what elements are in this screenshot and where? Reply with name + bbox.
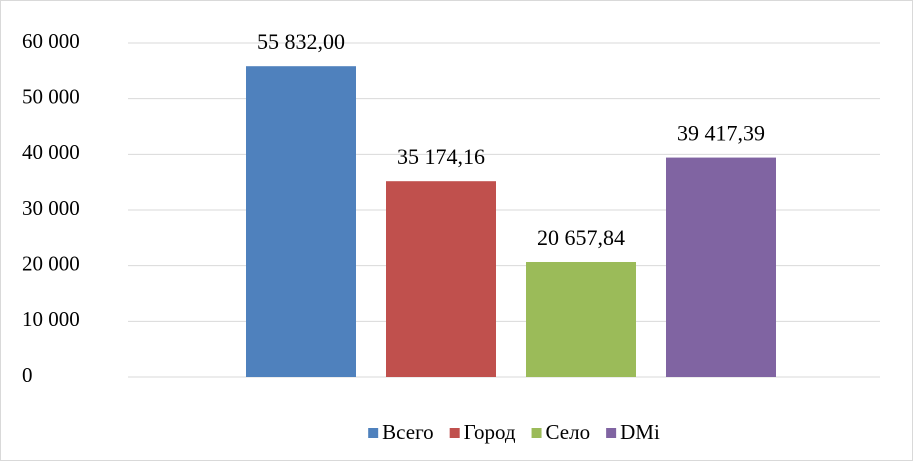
y-tick-label: 60 000 — [22, 29, 80, 53]
value-label: 35 174,16 — [397, 144, 485, 169]
y-tick-label: 40 000 — [22, 140, 80, 164]
y-tick-label: 20 000 — [22, 251, 80, 275]
legend-label: Село — [546, 420, 591, 444]
y-tick-label: 30 000 — [22, 196, 80, 220]
bar — [666, 157, 776, 377]
legend-swatch — [606, 428, 617, 438]
legend-label: Всего — [382, 420, 434, 444]
value-label: 20 657,84 — [537, 225, 625, 250]
value-label: 39 417,39 — [677, 121, 765, 146]
legend-label: Город — [464, 420, 516, 444]
legend-swatch — [449, 428, 460, 438]
bar — [246, 66, 356, 377]
y-tick-label: 50 000 — [22, 84, 80, 108]
y-tick-label: 10 000 — [22, 307, 80, 331]
bar — [526, 262, 636, 377]
value-label: 55 832,00 — [257, 29, 345, 54]
bar — [386, 181, 496, 377]
legend-swatch — [368, 428, 379, 438]
legend-swatch — [531, 428, 542, 438]
legend-label: DMi — [620, 420, 660, 444]
y-tick-label: 0 — [22, 363, 33, 387]
